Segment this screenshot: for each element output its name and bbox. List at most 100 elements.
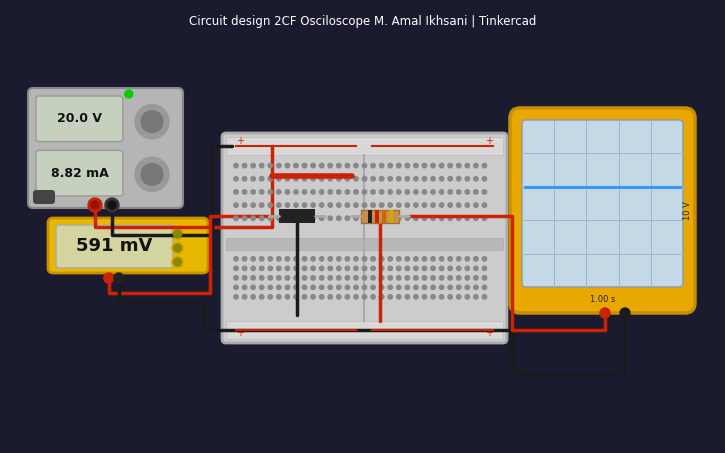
Circle shape (268, 266, 273, 270)
Circle shape (379, 275, 384, 280)
Circle shape (371, 257, 376, 261)
Circle shape (473, 285, 478, 289)
Circle shape (362, 285, 367, 289)
Circle shape (620, 308, 630, 318)
Circle shape (345, 294, 349, 299)
Circle shape (114, 273, 124, 283)
Circle shape (473, 216, 478, 221)
Circle shape (294, 216, 298, 221)
Circle shape (422, 285, 427, 289)
Circle shape (465, 275, 470, 280)
Circle shape (431, 266, 435, 270)
Circle shape (320, 203, 324, 207)
Circle shape (465, 203, 470, 207)
Circle shape (482, 177, 486, 181)
Circle shape (422, 177, 427, 181)
Circle shape (465, 177, 470, 181)
Circle shape (172, 228, 183, 240)
FancyBboxPatch shape (33, 190, 55, 204)
Circle shape (311, 203, 315, 207)
Circle shape (242, 257, 246, 261)
Circle shape (285, 203, 289, 207)
Circle shape (233, 190, 239, 194)
Circle shape (473, 203, 478, 207)
Circle shape (88, 198, 102, 212)
Text: +: + (236, 136, 244, 146)
Circle shape (388, 177, 392, 181)
Circle shape (379, 216, 384, 221)
Circle shape (242, 177, 246, 181)
Circle shape (328, 203, 333, 207)
Text: 10 V: 10 V (684, 201, 692, 220)
Circle shape (379, 177, 384, 181)
Circle shape (371, 294, 376, 299)
Circle shape (439, 275, 444, 280)
Circle shape (397, 190, 401, 194)
Circle shape (328, 164, 333, 168)
Circle shape (414, 294, 418, 299)
Circle shape (405, 203, 410, 207)
Circle shape (354, 266, 358, 270)
Circle shape (345, 190, 349, 194)
Circle shape (233, 285, 239, 289)
Circle shape (336, 285, 341, 289)
Circle shape (328, 190, 333, 194)
Circle shape (388, 285, 392, 289)
Circle shape (448, 266, 452, 270)
Circle shape (397, 257, 401, 261)
Circle shape (482, 285, 486, 289)
Circle shape (320, 164, 324, 168)
Circle shape (473, 275, 478, 280)
Circle shape (600, 308, 610, 318)
Circle shape (431, 164, 435, 168)
Circle shape (482, 266, 486, 270)
Circle shape (336, 257, 341, 261)
Circle shape (233, 275, 239, 280)
Circle shape (422, 203, 427, 207)
Circle shape (457, 190, 461, 194)
Circle shape (328, 177, 333, 181)
Circle shape (285, 164, 289, 168)
Text: +: + (236, 328, 244, 338)
Circle shape (320, 257, 324, 261)
Circle shape (311, 257, 315, 261)
Circle shape (345, 216, 349, 221)
Circle shape (294, 266, 298, 270)
Text: Circuit design 2CF Osciloscope M. Amal Ikhsani | Tinkercad: Circuit design 2CF Osciloscope M. Amal I… (188, 15, 536, 29)
Circle shape (268, 203, 273, 207)
Circle shape (362, 294, 367, 299)
Circle shape (414, 164, 418, 168)
Circle shape (311, 275, 315, 280)
Circle shape (473, 294, 478, 299)
Circle shape (354, 257, 358, 261)
Circle shape (422, 216, 427, 221)
Circle shape (448, 285, 452, 289)
Circle shape (268, 257, 273, 261)
Circle shape (328, 285, 333, 289)
Circle shape (439, 257, 444, 261)
Bar (382, 210, 386, 223)
Circle shape (448, 190, 452, 194)
Circle shape (414, 177, 418, 181)
Circle shape (294, 257, 298, 261)
Circle shape (302, 294, 307, 299)
Circle shape (362, 203, 367, 207)
Circle shape (294, 164, 298, 168)
Circle shape (91, 201, 99, 209)
Circle shape (260, 177, 264, 181)
Circle shape (294, 177, 298, 181)
Circle shape (371, 190, 376, 194)
Circle shape (439, 285, 444, 289)
Circle shape (414, 190, 418, 194)
Circle shape (457, 266, 461, 270)
Circle shape (414, 216, 418, 221)
Circle shape (362, 164, 367, 168)
Circle shape (233, 294, 239, 299)
Circle shape (285, 216, 289, 221)
FancyBboxPatch shape (522, 120, 683, 287)
Circle shape (388, 266, 392, 270)
Circle shape (320, 190, 324, 194)
Circle shape (354, 164, 358, 168)
Circle shape (260, 190, 264, 194)
Circle shape (285, 177, 289, 181)
